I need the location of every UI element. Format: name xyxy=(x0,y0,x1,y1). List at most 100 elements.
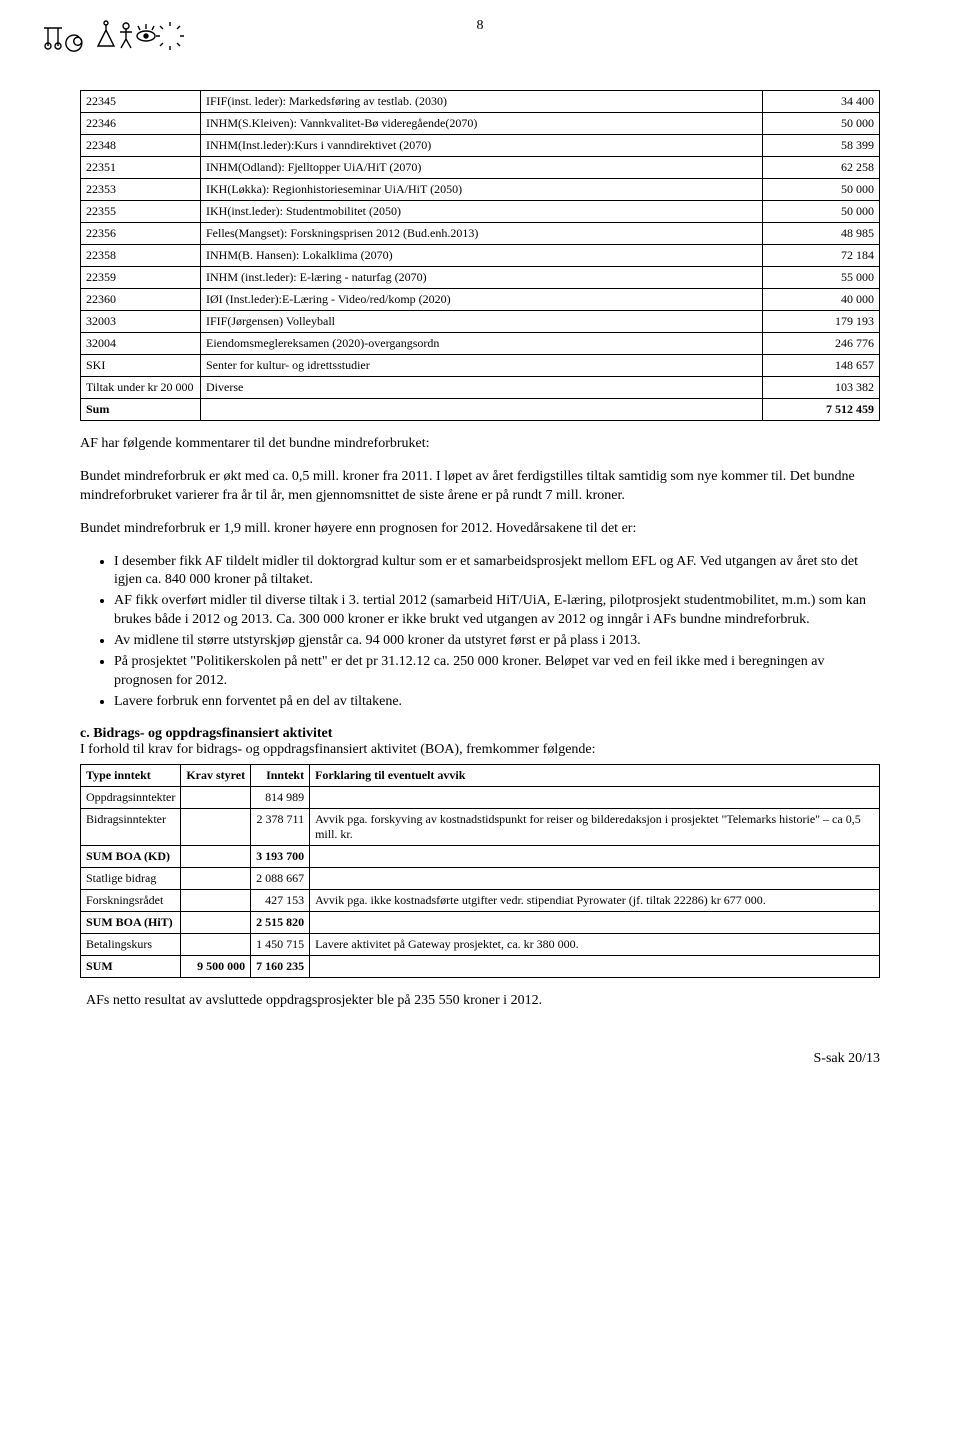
desc-cell: Senter for kultur- og idrettsstudier xyxy=(201,355,763,377)
code-cell: 22345 xyxy=(81,91,201,113)
value-cell: 58 399 xyxy=(762,135,879,157)
boa-header: Type inntekt xyxy=(81,764,181,786)
code-cell: 22356 xyxy=(81,223,201,245)
boa-krav xyxy=(181,808,251,845)
boa-explanation xyxy=(310,867,880,889)
desc-cell: Diverse xyxy=(201,377,763,399)
desc-cell: Eiendomsmeglereksamen (2020)-overgangsor… xyxy=(201,333,763,355)
value-cell: 50 000 xyxy=(762,113,879,135)
para-intro: AF har følgende kommentarer til det bund… xyxy=(80,435,880,454)
list-item: Av midlene til større utstyrskjøp gjenst… xyxy=(114,632,880,651)
value-cell: 48 985 xyxy=(762,223,879,245)
desc-cell: INHM(Inst.leder):Kurs i vanndirektivet (… xyxy=(201,135,763,157)
code-cell: 22346 xyxy=(81,113,201,135)
boa-krav xyxy=(181,867,251,889)
code-cell: 22359 xyxy=(81,267,201,289)
table-row: 32003IFIF(Jørgensen) Volleyball179 193 xyxy=(81,311,880,333)
boa-inntekt: 1 450 715 xyxy=(251,933,310,955)
boa-krav xyxy=(181,889,251,911)
reasons-list: I desember fikk AF tildelt midler til do… xyxy=(80,553,880,712)
list-item: På prosjektet "Politikerskolen på nett" … xyxy=(114,653,880,691)
table-row: Tiltak under kr 20 000Diverse103 382 xyxy=(81,377,880,399)
value-cell: 148 657 xyxy=(762,355,879,377)
boa-row: Statlige bidrag2 088 667 xyxy=(81,867,880,889)
boa-inntekt: 427 153 xyxy=(251,889,310,911)
value-cell: 50 000 xyxy=(762,179,879,201)
value-cell: 55 000 xyxy=(762,267,879,289)
code-cell: 22353 xyxy=(81,179,201,201)
boa-row: Betalingskurs 1 450 715Lavere aktivitet p… xyxy=(81,933,880,955)
desc-cell: IFIF(Jørgensen) Volleyball xyxy=(201,311,763,333)
desc-cell: INHM(B. Hansen): Lokalklima (2070) xyxy=(201,245,763,267)
sum-label: Sum xyxy=(81,399,201,421)
value-cell: 179 193 xyxy=(762,311,879,333)
list-item: Lavere forbruk enn forventet på en del a… xyxy=(114,693,880,712)
boa-inntekt: 3 193 700 xyxy=(251,845,310,867)
table-row: SKISenter for kultur- og idrettsstudier1… xyxy=(81,355,880,377)
header-glyph-strip xyxy=(40,20,190,54)
boa-label: Forskningsrådet xyxy=(81,889,181,911)
boa-krav: 9 500 000 xyxy=(181,955,251,977)
code-cell: Tiltak under kr 20 000 xyxy=(81,377,201,399)
table-row: 22356Felles(Mangset): Forskningsprisen 2… xyxy=(81,223,880,245)
value-cell: 62 258 xyxy=(762,157,879,179)
para-higher-than-prognosis: Bundet mindreforbruk er 1,9 mill. kroner… xyxy=(80,520,880,539)
boa-inntekt: 7 160 235 xyxy=(251,955,310,977)
table-row: 22351INHM(Odland): Fjelltopper UiA/HiT (… xyxy=(81,157,880,179)
value-cell: 72 184 xyxy=(762,245,879,267)
desc-cell: INHM(Odland): Fjelltopper UiA/HiT (2070) xyxy=(201,157,763,179)
code-cell: 22351 xyxy=(81,157,201,179)
para-increase: Bundet mindreforbruk er økt med ca. 0,5 … xyxy=(80,468,880,506)
boa-label: Betalingskurs xyxy=(81,933,181,955)
table-row: 22346INHM(S.Kleiven): Vannkvalitet-Bø vi… xyxy=(81,113,880,135)
code-cell: 22355 xyxy=(81,201,201,223)
boa-explanation: Avvik pga. ikke kostnadsførte utgifter v… xyxy=(310,889,880,911)
desc-cell: INHM(S.Kleiven): Vannkvalitet-Bø videreg… xyxy=(201,113,763,135)
boa-explanation: Lavere aktivitet på Gateway prosjektet, … xyxy=(310,933,880,955)
mindreforbruk-table: 22345IFIF(inst. leder): Markedsføring av… xyxy=(80,90,880,421)
boa-row: SUM9 500 0007 160 235 xyxy=(81,955,880,977)
desc-cell: IKH(Løkka): Regionhistorieseminar UiA/Hi… xyxy=(201,179,763,201)
boa-krav xyxy=(181,786,251,808)
table-row: 22348INHM(Inst.leder):Kurs i vanndirekti… xyxy=(81,135,880,157)
footer-case-ref: S-sak 20/13 xyxy=(80,1051,880,1067)
boa-explanation xyxy=(310,955,880,977)
boa-explanation xyxy=(310,911,880,933)
code-cell: 22360 xyxy=(81,289,201,311)
table-row: 22359INHM (inst.leder): E-læring - natur… xyxy=(81,267,880,289)
sum-value: 7 512 459 xyxy=(762,399,879,421)
table-row: 22345IFIF(inst. leder): Markedsføring av… xyxy=(81,91,880,113)
value-cell: 246 776 xyxy=(762,333,879,355)
desc-cell: INHM (inst.leder): E-læring - naturfag (… xyxy=(201,267,763,289)
code-cell: 32004 xyxy=(81,333,201,355)
boa-krav xyxy=(181,911,251,933)
sum-row: Sum 7 512 459 xyxy=(81,399,880,421)
boa-label: Statlige bidrag xyxy=(81,867,181,889)
boa-row: Oppdragsinntekter814 989 xyxy=(81,786,880,808)
boa-explanation xyxy=(310,845,880,867)
boa-table: Type inntektKrav styretInntektForklaring… xyxy=(80,764,880,978)
desc-cell: IØI (Inst.leder):E-Læring - Video/red/ko… xyxy=(201,289,763,311)
table-row: 22353IKH(Løkka): Regionhistorieseminar U… xyxy=(81,179,880,201)
desc-cell: Felles(Mangset): Forskningsprisen 2012 (… xyxy=(201,223,763,245)
list-item: AF fikk overført midler til diverse tilt… xyxy=(114,592,880,630)
value-cell: 34 400 xyxy=(762,91,879,113)
table-row: 22355IKH(inst.leder): Studentmobilitet (… xyxy=(81,201,880,223)
boa-krav xyxy=(181,845,251,867)
boa-explanation: Avvik pga. forskyving av kostnadstidspun… xyxy=(310,808,880,845)
boa-inntekt: 814 989 xyxy=(251,786,310,808)
code-cell: SKI xyxy=(81,355,201,377)
boa-inntekt: 2 378 711 xyxy=(251,808,310,845)
boa-row: SUM BOA (KD) 3 193 700 xyxy=(81,845,880,867)
boa-label: SUM xyxy=(81,955,181,977)
value-cell: 50 000 xyxy=(762,201,879,223)
code-cell: 22348 xyxy=(81,135,201,157)
boa-label: SUM BOA (KD) xyxy=(81,845,181,867)
boa-row: Forskningsrådet 427 153Avvik pga. ikke ko… xyxy=(81,889,880,911)
boa-inntekt: 2 515 820 xyxy=(251,911,310,933)
boa-explanation xyxy=(310,786,880,808)
boa-row: Bidragsinntekter 2 378 711Avvik pga. fors… xyxy=(81,808,880,845)
boa-label: Bidragsinntekter xyxy=(81,808,181,845)
boa-label: SUM BOA (HiT) xyxy=(81,911,181,933)
section-c-intro: I forhold til krav for bidrags- og oppdr… xyxy=(80,742,880,758)
